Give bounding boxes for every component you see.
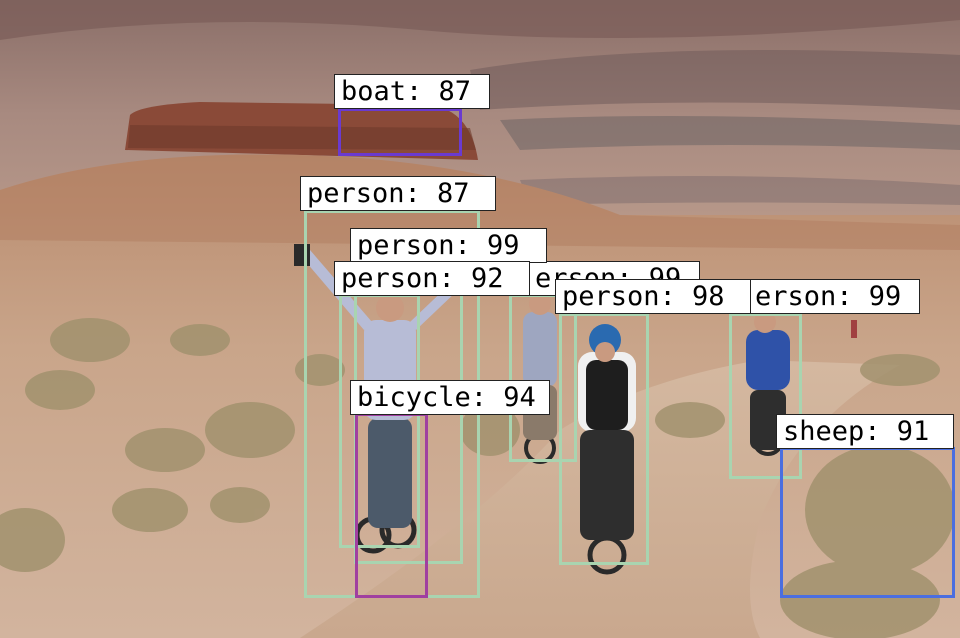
boat-label: boat: 87 <box>334 74 490 109</box>
boat-detection-box <box>338 108 462 156</box>
sheep-label: sheep: 91 <box>776 414 954 449</box>
person-label: person: 92 <box>334 261 530 296</box>
sheep-detection-box <box>780 447 955 598</box>
person-label: person: 87 <box>300 176 496 211</box>
person-label: person: 99 <box>350 228 547 263</box>
scrub-bushes <box>0 318 955 638</box>
person-label: erson: 99 <box>748 279 920 314</box>
person-detection-box <box>729 313 802 479</box>
bicycle-detection-box <box>355 413 428 598</box>
person-label: person: 98 <box>555 279 751 314</box>
person-detection-box <box>559 313 649 565</box>
bicycle-label: bicycle: 94 <box>350 380 550 415</box>
